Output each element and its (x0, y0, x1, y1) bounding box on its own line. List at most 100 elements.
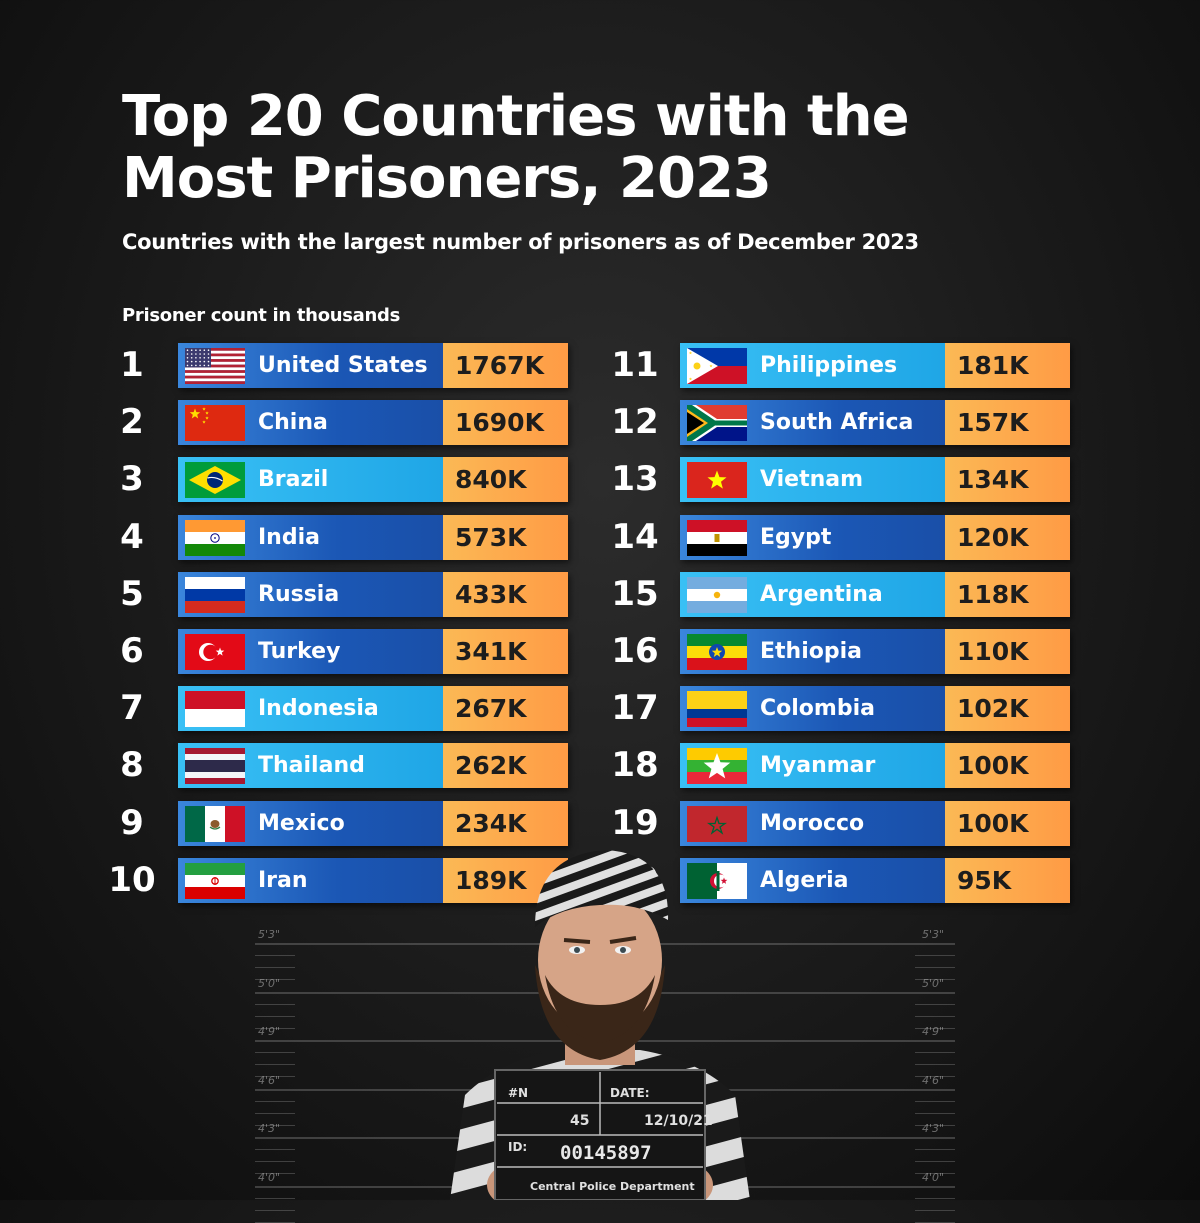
prisoner-count-value: 1690K (443, 400, 568, 446)
height-tick (915, 1173, 955, 1174)
height-tick (255, 1015, 295, 1017)
height-tick (255, 1149, 295, 1150)
table-row: Iran 189K (178, 857, 568, 903)
prisoner-count-value: 433K (443, 571, 568, 617)
table-row: Brazil 840K (178, 457, 568, 503)
height-tick (255, 1052, 295, 1053)
table-row: Myanmar 100K (680, 743, 1070, 789)
height-tick (255, 1112, 295, 1114)
country-name: Ethiopia (760, 639, 862, 664)
morocco-flag-icon (687, 805, 747, 842)
country-name: Indonesia (258, 696, 379, 722)
height-tick (915, 1209, 955, 1211)
height-tick (915, 979, 955, 980)
country-cell: Thailand (178, 743, 443, 789)
table-row: Mexico 234K (178, 800, 568, 846)
height-mark-right: 4'0" (922, 1170, 945, 1184)
country-cell: South Africa (680, 400, 945, 446)
country-cell: Turkey (178, 629, 443, 674)
country-cell: Algeria (680, 857, 945, 903)
height-tick (915, 1052, 955, 1053)
prisoner-count-value: 100K (945, 743, 1070, 789)
table-row: India 573K (178, 514, 568, 560)
country-name: Morocco (760, 810, 865, 836)
table-row: Philippines 181K (680, 343, 1070, 388)
country-name: Russia (258, 581, 340, 607)
country-cell: Philippines (680, 343, 945, 388)
prisoner-count-value: 134K (945, 457, 1070, 503)
unit-label: Prisoner count in thousands (122, 305, 401, 326)
rank-number: 12 (611, 402, 659, 443)
height-tick (915, 1064, 955, 1065)
height-tick (255, 1027, 295, 1029)
table-row: Argentina 118K (680, 571, 1070, 617)
prisoner-count-value: 157K (945, 400, 1070, 446)
usa-flag-icon (185, 348, 245, 384)
country-cell: Russia (178, 571, 443, 617)
prisoner-count-value: 181K (945, 343, 1070, 388)
prisoner-count-value: 118K (945, 571, 1070, 617)
indonesia-flag-icon (185, 691, 245, 728)
table-row: Morocco 100K (680, 800, 1070, 846)
country-cell: India (178, 514, 443, 560)
country-cell: Iran (178, 857, 443, 903)
height-mark-left: 4'6" (258, 1073, 281, 1087)
country-cell: Morocco (680, 800, 945, 846)
rank-number: 2 (120, 402, 144, 443)
height-tick (255, 979, 295, 980)
ethiopia-flag-icon (687, 634, 747, 670)
china-flag-icon (185, 405, 245, 442)
height-tick (915, 1124, 955, 1126)
myanmar-flag-icon (687, 748, 747, 785)
height-tick (915, 1076, 955, 1077)
placard-date-label: DATE: (610, 1086, 650, 1100)
turkey-flag-icon (185, 634, 245, 670)
prisoner-count-value: 1767K (443, 343, 568, 388)
table-row: Russia 433K (178, 571, 568, 617)
country-name: Vietnam (760, 467, 864, 493)
height-tick (255, 1221, 295, 1223)
rank-number: 17 (611, 688, 659, 729)
table-row: United States 1767K (178, 343, 568, 388)
height-tick (915, 1112, 955, 1114)
country-name: Myanmar (760, 753, 876, 779)
country-cell: Mexico (178, 800, 443, 846)
india-flag-icon (185, 519, 245, 556)
height-mark-right: 4'3" (922, 1122, 945, 1135)
country-name: United States (258, 353, 428, 378)
rank-number: 14 (611, 516, 659, 557)
height-tick (915, 1003, 955, 1005)
chart-title: Top 20 Countries with the Most Prisoners… (122, 84, 910, 211)
table-row: Algeria 95K (680, 857, 1070, 903)
brazil-flag-icon (185, 462, 245, 499)
prisoner-count-value: 840K (443, 457, 568, 503)
colombia-flag-icon (687, 691, 747, 728)
height-tick (255, 1197, 295, 1199)
prisoner-count-value: 234K (443, 800, 568, 846)
placard-department: Central Police Department (530, 1180, 695, 1193)
height-mark-right: 5'0" (922, 976, 945, 990)
table-row: Vietnam 134K (680, 457, 1070, 503)
prisoner-illustration: #N 45 DATE: 12/10/21 ID: 00145897 Centra… (450, 850, 750, 1200)
height-tick (255, 1209, 295, 1211)
table-row: Colombia 102K (680, 686, 1070, 732)
country-cell: China (178, 400, 443, 446)
height-tick (915, 955, 955, 956)
height-tick (915, 1015, 955, 1017)
height-tick (255, 1100, 295, 1102)
table-row: Indonesia 267K (178, 686, 568, 732)
country-cell: Egypt (680, 514, 945, 560)
country-cell: United States (178, 343, 443, 388)
placard-number: 45 (570, 1113, 589, 1129)
height-tick (915, 1221, 955, 1223)
rank-number: 4 (120, 516, 144, 557)
rank-number: 8 (120, 745, 144, 786)
height-tick (915, 1149, 955, 1150)
prisoner-count-value: 573K (443, 514, 568, 560)
russia-flag-icon (185, 576, 245, 613)
country-name: China (258, 410, 328, 436)
prisoner-count-value: 110K (945, 629, 1070, 674)
prisoner-count-value: 100K (945, 800, 1070, 846)
country-cell: Myanmar (680, 743, 945, 789)
height-mark-right: 5'3" (922, 928, 945, 941)
